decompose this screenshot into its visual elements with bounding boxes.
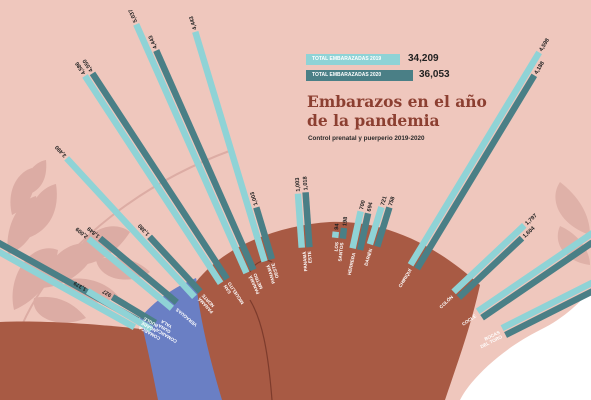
category-group-panama-este: PANAMÁESTE xyxy=(301,250,313,272)
value-label-2019-los-santos: 94 xyxy=(334,223,341,231)
value-label-2020-herrera: 694 xyxy=(367,201,375,212)
bar-2020-bocas-del-toro xyxy=(504,276,591,338)
bar-2020-veraguas xyxy=(98,235,179,305)
bar-2020-panama-metro xyxy=(153,49,257,272)
region-white xyxy=(460,290,591,400)
bar-group-panama-este: 1,003 1,018 xyxy=(294,176,313,248)
value-label-2020-darien: 758 xyxy=(388,196,396,207)
value-label-2019-panama-norte: 3,490 xyxy=(54,144,68,158)
legend-label-2019: TOTAL EMBARAZADAS 2019 xyxy=(312,56,382,62)
bar-group-bocas-del-toro: 2,9572,278 xyxy=(500,253,591,338)
category-label-panama-este: PANAMÁESTE xyxy=(301,250,313,271)
legend-label-2020: TOTAL EMBARAZADAS 2020 xyxy=(312,72,382,78)
bar-2020-colon xyxy=(456,235,525,300)
value-label-2020-panama-este: 1,018 xyxy=(302,176,309,190)
bar-2019-comarca-ngabe-bugle xyxy=(0,201,136,331)
bar-2020-panama-este xyxy=(302,192,313,248)
category-group-panama-oeste: PANAMÁOESTE xyxy=(264,262,280,285)
category-label-los-santos: LOSSANTOS xyxy=(332,242,344,262)
bar-2020-panama-norte xyxy=(147,234,203,294)
bar-2019-panama-norte xyxy=(64,156,197,300)
bar-2019-colon xyxy=(451,222,527,295)
bar-2019-los-santos xyxy=(331,231,340,239)
category-label-bocas-del-toro: BOCASDEL TORO xyxy=(477,330,503,350)
category-group-los-santos: LOSSANTOS xyxy=(332,242,344,262)
bar-group-herrera: 700 694 xyxy=(349,200,375,251)
category-group-bocas-del-toro: BOCASDEL TORO xyxy=(477,330,504,350)
bar-2019-panama-metro xyxy=(133,22,250,275)
legend-value-2020: 36,053 xyxy=(419,69,450,80)
bar-2019-bocas-del-toro xyxy=(500,253,591,332)
value-label-2019-chiriqui: 4,598 xyxy=(538,38,550,53)
bar-2019-chiriqui xyxy=(407,50,542,267)
value-label-2020-comarca-guna-yala: 927 xyxy=(102,288,113,298)
bar-2020-chiriqui xyxy=(414,73,538,271)
bar-2020-san-miguelito xyxy=(89,71,230,281)
chart-title: Embarazos en el año de la pandemia xyxy=(307,92,487,130)
bar-group-cocle: 2,6132,473 xyxy=(475,229,591,321)
value-label-2020-los-santos: 198 xyxy=(342,216,349,226)
value-label-2019-panama-metro: 5,037 xyxy=(128,8,139,23)
bar-2019-panama-este xyxy=(294,193,305,248)
bar-2020-panama-oeste xyxy=(253,206,276,261)
region-blue xyxy=(140,278,225,400)
value-label-2020-panama-metro: 4,443 xyxy=(148,34,159,49)
legend-box-2019: TOTAL EMBARAZADAS 2019 xyxy=(306,54,400,65)
category-label-herrera: HERRERA xyxy=(347,252,357,276)
value-label-2020-panama-oeste: 1,003 xyxy=(250,191,260,206)
value-label-2019-panama-oeste: 4,443 xyxy=(189,15,199,30)
bar-group-panama-metro: 5,037 4,443 xyxy=(128,8,257,275)
bar-group-darien: 721 758 xyxy=(366,196,397,248)
value-label-2019-colon: 1,797 xyxy=(524,213,538,227)
bar-2020-los-santos xyxy=(339,227,348,239)
legend-box-2020: TOTAL EMBARAZADAS 2020 xyxy=(306,70,413,81)
value-label-2019-veraguas: 2,009 xyxy=(75,225,90,239)
value-label-2019-herrera: 700 xyxy=(359,200,367,210)
bar-2020-cocle xyxy=(480,239,591,321)
bar-2020-herrera xyxy=(356,212,372,251)
bar-group-panama-oeste: 4,443 1,003 xyxy=(189,15,276,263)
bar-2019-darien xyxy=(366,206,385,246)
bar-2020-darien xyxy=(374,206,393,248)
bar-2019-herrera xyxy=(349,210,364,250)
bars-layer: 4,6793,6881,3799272,0091,8493,4901,3804,… xyxy=(0,8,591,338)
bar-2020-comarca-guna-yala xyxy=(110,294,158,326)
legend-value-2019: 34,209 xyxy=(408,53,439,64)
bar-2019-veraguas xyxy=(86,236,174,311)
bar-2019-san-miguelito xyxy=(82,74,224,285)
value-label-2019-panama-este: 1,003 xyxy=(295,177,302,191)
value-label-2019-darien: 721 xyxy=(380,196,388,207)
chart-subtitle: Control prenatal y puerperio 2019-2020 xyxy=(308,135,425,142)
bar-2019-comarca-guna-yala xyxy=(85,288,154,333)
bar-2019-cocle xyxy=(475,229,591,315)
category-group-herrera: HERRERA xyxy=(347,252,357,276)
bar-2019-panama-oeste xyxy=(192,30,268,263)
category-label-panama-oeste: PANAMÁOESTE xyxy=(264,262,280,285)
region-brown xyxy=(0,321,170,400)
